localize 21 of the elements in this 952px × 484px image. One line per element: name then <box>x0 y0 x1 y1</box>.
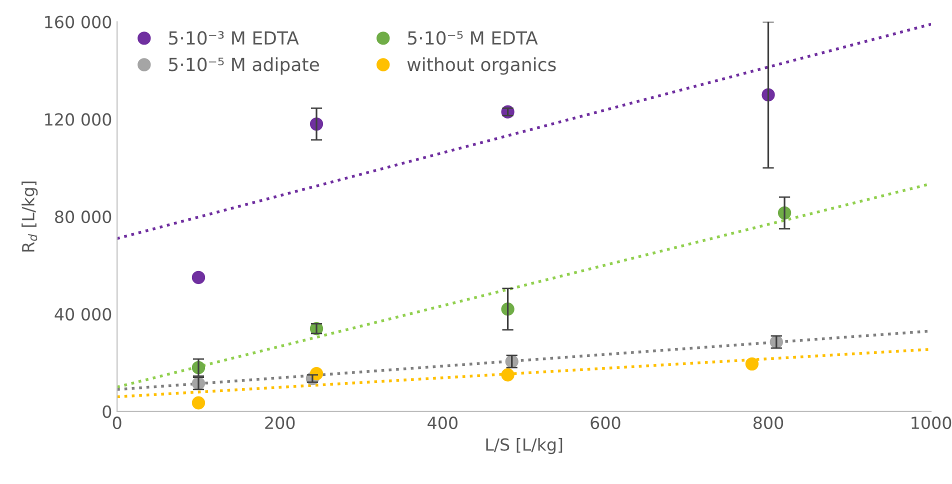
legend-label: 5·10⁻³ M EDTA <box>169 31 299 45</box>
y-tick-label: 120 000 <box>45 113 112 126</box>
x-tick-label: 400 <box>428 416 458 430</box>
x-tick-label: 800 <box>753 416 784 430</box>
x-tick-label: 0 <box>112 416 122 430</box>
x-axis-title: L/S [L/kg] <box>486 438 562 454</box>
x-tick-label: 200 <box>265 416 295 430</box>
legend-label: without organics <box>407 57 556 75</box>
legend-label: 5·10⁻⁵ M EDTA <box>408 31 538 45</box>
x-tick-label: 1000 <box>912 416 952 430</box>
point <box>745 357 759 371</box>
legend-label: 5·10⁻⁵ M adipate <box>169 57 319 75</box>
y-tick-label: 0 <box>102 405 112 418</box>
point <box>192 396 206 410</box>
y-tick-label: 80 000 <box>55 210 112 224</box>
y-tick-label: 40 000 <box>54 308 112 321</box>
point <box>501 368 514 382</box>
point <box>192 270 206 284</box>
y-tick-label: 160 000 <box>45 16 112 28</box>
y-axis-title: R$_{d}$ [L/kg] <box>22 182 38 252</box>
x-tick-label: 600 <box>590 416 620 430</box>
